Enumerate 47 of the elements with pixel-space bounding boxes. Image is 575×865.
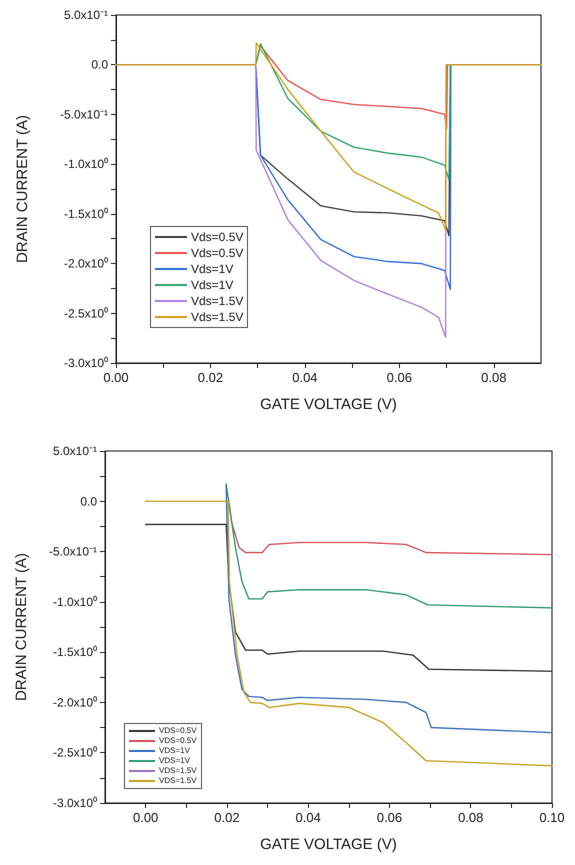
legend-label: Vds=1V [191,261,234,277]
y-tick-label: -1.0x10⁰ [52,594,97,609]
legend-label: Vds=0.5V [191,245,244,261]
y-tick-label: 0.0 [80,494,98,508]
line-series [225,484,553,609]
x-tick-label: 0.08 [458,810,484,825]
legend-label: Vds=1.5V [191,309,244,325]
legend-label: VDS=1V [159,756,190,766]
y-tick-label: -3.0x10⁰ [52,796,97,810]
legend-label: Vds=0.5V [191,229,244,245]
y-tick-label: -1.5x10⁰ [64,206,108,221]
y-tick-label: -2.5x10⁰ [52,746,97,760]
y-tick-label: -2.0x10⁰ [64,256,108,271]
x-tick-label: 0.04 [292,370,318,385]
legend-label: VDS=1.5V [159,776,197,786]
y-axis-title: DRAIN CURRENT (A) [13,552,30,702]
line-series [144,500,553,766]
y-tick-label: 5.0x10⁻¹ [52,444,97,458]
x-tick-label: 0.02 [198,370,224,385]
x-tick-label: 0.00 [132,810,158,825]
x-tick-label: 0.10 [539,810,565,825]
x-tick-label: 0.04 [296,810,321,825]
y-tick-label: -2.0x10⁰ [52,695,97,710]
y-tick-label: -5.0x10⁻¹ [60,107,108,122]
legend-label: VDS=1V [159,746,190,756]
legend-label: Vds=1.5V [191,293,244,309]
y-tick-label: -5.0x10⁻¹ [48,544,97,559]
x-axis-title: GATE VOLTAGE (V) [260,396,397,413]
line-series [225,484,553,734]
y-tick-label: 5.0x10⁻¹ [64,8,108,22]
y-tick-label: -3.0x10⁰ [64,356,108,370]
x-tick-label: 0.00 [103,370,129,385]
y-tick-label: -2.5x10⁰ [64,306,108,320]
y-tick-label: -1.0x10⁰ [64,157,108,172]
legend-label: VDS=1.5V [159,766,197,776]
x-tick-label: 0.06 [386,370,412,385]
x-axis-title: GATE VOLTAGE (V) [260,836,397,853]
y-tick-label: 0.0 [91,58,108,72]
line-series [144,524,553,672]
x-tick-label: 0.02 [214,810,240,825]
x-tick-label: 0.08 [481,370,506,385]
x-tick-label: 0.06 [376,810,402,825]
legend-label: Vds=1V [191,277,234,293]
legend-label: VDS=0.5V [159,726,197,736]
legend-label: VDS=0.5V [159,736,197,746]
y-axis-title: DRAIN CURRENT (A) [14,114,31,264]
y-tick-label: -1.5x10⁰ [52,645,97,660]
